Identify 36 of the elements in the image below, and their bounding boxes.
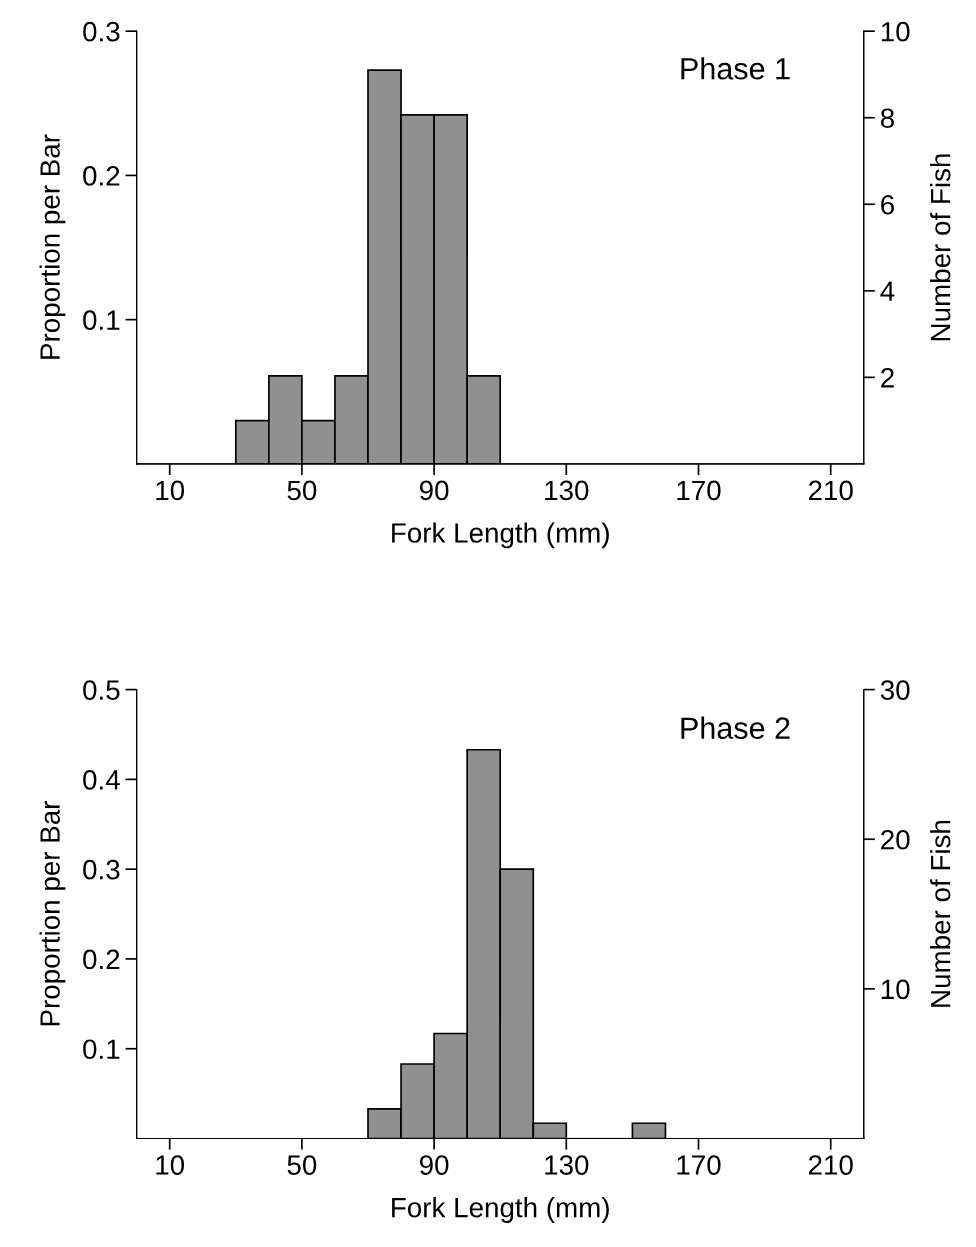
y-tick-label: 0.3 (83, 21, 120, 42)
x-tick-label: 10 (156, 1155, 185, 1175)
x-tick-label: 170 (677, 480, 721, 501)
x-tick-label: 210 (808, 1155, 853, 1175)
x-axis-title: Fork Length (mm) (392, 1197, 609, 1223)
y2-tick-label: 30 (880, 680, 910, 700)
x-tick-label: 50 (287, 480, 317, 501)
x-tick-label: 90 (419, 480, 449, 501)
annotation: Phase 2 (681, 716, 790, 739)
y-tick-label: 0.3 (83, 859, 120, 880)
y2-axis-title: Number of Fish (930, 154, 951, 341)
y-axis-title: Proportion per Bar (39, 134, 66, 359)
x-tick-label: 210 (808, 480, 853, 501)
y-tick-label: 0.1 (83, 1039, 120, 1060)
x-tick-label: 170 (677, 1155, 721, 1175)
x-tick-label: 90 (419, 1155, 449, 1175)
x-axis-title: Fork Length (mm) (392, 522, 609, 549)
x-tick-label: 10 (156, 480, 185, 501)
y2-tick-label: 10 (881, 21, 910, 42)
y-tick-label: 0.2 (83, 166, 120, 186)
x-tick-label: 130 (545, 480, 589, 501)
y2-tick-label: 8 (880, 108, 894, 129)
y-axis-title: Proportion per Bar (39, 801, 66, 1026)
y2-tick-label: 6 (881, 194, 894, 215)
y2-tick-label: 10 (881, 979, 910, 1000)
x-tick-label: 130 (545, 1155, 589, 1175)
y-tick-label: 0.4 (83, 770, 120, 790)
y-tick-label: 0.1 (83, 310, 120, 330)
y2-tick-label: 4 (880, 281, 895, 301)
y-tick-label: 0.5 (83, 680, 120, 700)
y2-axis-title: Number of Fish (930, 820, 951, 1007)
y2-tick-label: 2 (881, 368, 894, 388)
y-tick-label: 0.2 (83, 949, 120, 970)
annotation: Phase 1 (681, 57, 790, 80)
x-tick-label: 50 (287, 1155, 317, 1175)
y2-tick-label: 20 (881, 829, 910, 850)
